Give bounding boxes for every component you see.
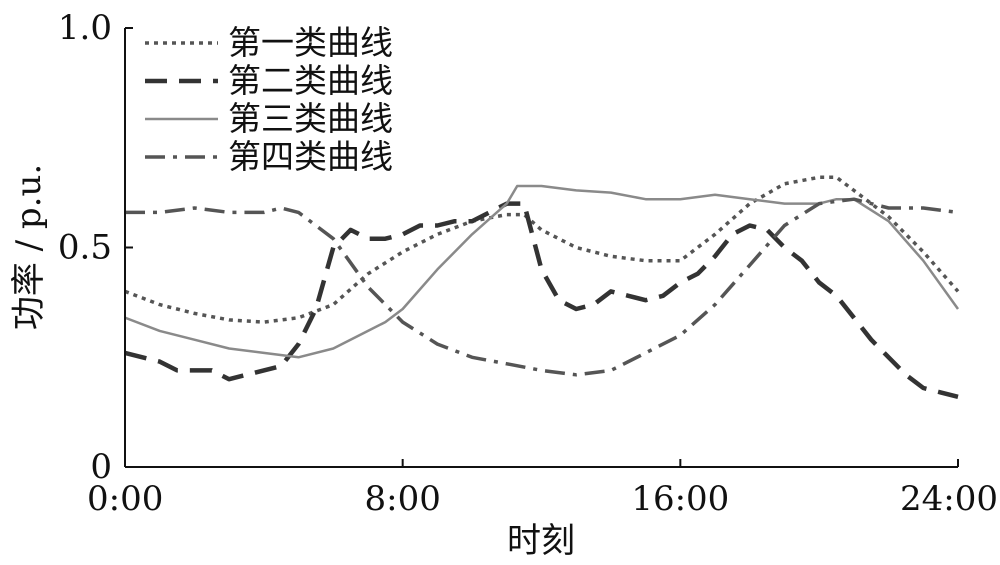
legend-label-3: 第三类曲线: [228, 99, 393, 138]
series-line-4: [125, 197, 959, 377]
legend-label-1: 第一类曲线: [228, 23, 393, 62]
x-axis-title: 时刻: [507, 521, 575, 561]
plot-lines: [124, 175, 960, 399]
y-tick-label: 1.0: [58, 8, 112, 48]
ticks: 0:00 8:00 16:00 24:00 0 0.5 1.0: [58, 8, 998, 519]
x-tick-label: 8:00: [364, 479, 440, 519]
x-tick-label: 16:00: [631, 479, 729, 519]
y-axis-title: 功率 / p.u.: [9, 164, 49, 330]
legend-label-4: 第四类曲线: [228, 137, 393, 176]
series-line-1: [124, 175, 960, 324]
series-line-2: [124, 201, 959, 399]
y-tick-label: 0: [90, 447, 112, 487]
y-tick-label: 0.5: [58, 228, 112, 268]
series-line-3: [124, 184, 960, 359]
x-tick-label: 24:00: [900, 479, 998, 519]
x-tick-label: 0:00: [87, 479, 163, 519]
legend-label-2: 第二类曲线: [228, 61, 393, 100]
